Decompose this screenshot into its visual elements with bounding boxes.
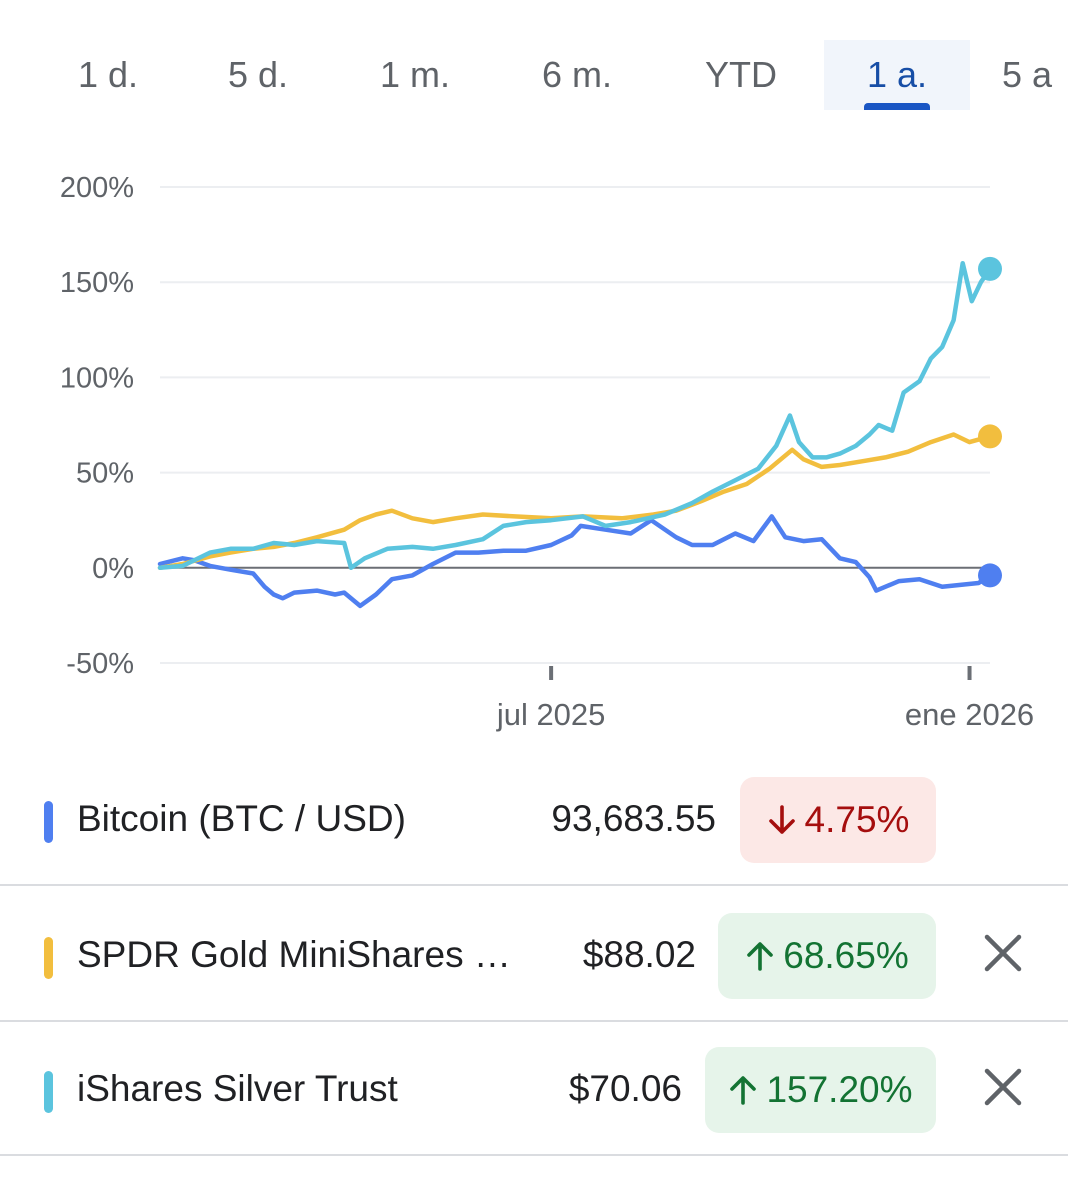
endpoint-dot-silver (978, 256, 1002, 281)
row-divider (0, 1154, 1068, 1156)
row-divider (0, 1020, 1068, 1022)
legend-row-silver[interactable]: iShares Silver Trust $70.06 157.20% (0, 1022, 1068, 1156)
x-tick-label: jul 2025 (496, 697, 606, 732)
change-badge: 157.20% (705, 1047, 936, 1133)
tab-label: 1 a. (866, 54, 928, 95)
series-color-swatch (44, 801, 53, 843)
chart-endpoints (978, 256, 1002, 588)
close-icon (984, 1068, 1022, 1106)
tab-label: 1 m. (379, 54, 450, 95)
change-badge: 68.65% (718, 913, 936, 999)
tab-label: 6 m. (541, 54, 612, 95)
series-line-silver (157, 260, 993, 571)
series-price: $88.02 (582, 934, 696, 975)
tab-label: YTD (705, 54, 777, 95)
x-axis-ticks: jul 2025 ene 2026 (496, 666, 1034, 732)
endpoint-dot-gold (978, 424, 1002, 449)
series-name: iShares Silver Trust (77, 1068, 398, 1109)
y-tick-label: 0% (92, 553, 134, 585)
y-tick-label: 100% (60, 362, 134, 394)
change-badge: 4.75% (740, 777, 936, 863)
tab-1-month[interactable]: 1 m. (360, 40, 470, 110)
endpoint-dot-bitcoin (978, 563, 1002, 588)
y-tick-label: 150% (60, 267, 134, 299)
tab-ytd[interactable]: YTD (686, 40, 796, 110)
arrow-down-icon (767, 804, 797, 836)
tab-5-days[interactable]: 5 d. (206, 40, 310, 110)
tab-1-year[interactable]: 1 a. (824, 40, 970, 110)
arrow-up-icon (728, 1074, 758, 1106)
series-line-bitcoin (157, 514, 993, 609)
row-divider (0, 884, 1068, 886)
time-range-tabs: 1 d. 5 d. 1 m. 6 m. YTD 1 a. 5 a (0, 40, 1068, 110)
y-tick-label: 50% (76, 458, 134, 490)
tab-1-day[interactable]: 1 d. (56, 40, 160, 110)
series-name: Bitcoin (BTC / USD) (77, 798, 406, 839)
y-tick-label: 200% (60, 172, 134, 204)
tab-5-years[interactable]: 5 a (1002, 40, 1068, 110)
y-tick-label: -50% (66, 648, 134, 680)
legend-row-bitcoin[interactable]: Bitcoin (BTC / USD) 93,683.55 4.75% (0, 752, 1068, 886)
comparison-line-chart: 200% 150% 100% 50% 0% -50% jul 2025 ene 2026 (60, 172, 1034, 732)
series-price: 93,683.55 (551, 798, 716, 839)
tab-label: 5 a (1002, 54, 1053, 95)
series-line-gold (157, 432, 993, 571)
remove-comparison-button[interactable] (978, 928, 1028, 978)
tab-label: 5 d. (227, 54, 289, 95)
tab-6-months[interactable]: 6 m. (520, 40, 634, 110)
chart-gridlines (160, 186, 990, 664)
x-tick-label: ene 2026 (905, 697, 1034, 732)
series-name: SPDR Gold MiniShares … (77, 934, 511, 975)
tab-label: 1 d. (77, 54, 139, 95)
series-price: $70.06 (568, 1068, 682, 1109)
legend-row-gold[interactable]: SPDR Gold MiniShares … $88.02 68.65% (0, 888, 1068, 1022)
series-color-swatch (44, 937, 53, 979)
remove-comparison-button[interactable] (978, 1062, 1028, 1112)
chart-series (157, 260, 993, 609)
change-value: 68.65% (783, 935, 909, 976)
close-icon (984, 934, 1022, 972)
change-value: 4.75% (804, 799, 910, 840)
change-value: 157.20% (766, 1069, 913, 1110)
y-axis-ticks: 200% 150% 100% 50% 0% -50% (60, 172, 134, 680)
series-color-swatch (44, 1071, 53, 1113)
arrow-up-icon (745, 940, 775, 972)
active-tab-indicator (864, 103, 930, 110)
